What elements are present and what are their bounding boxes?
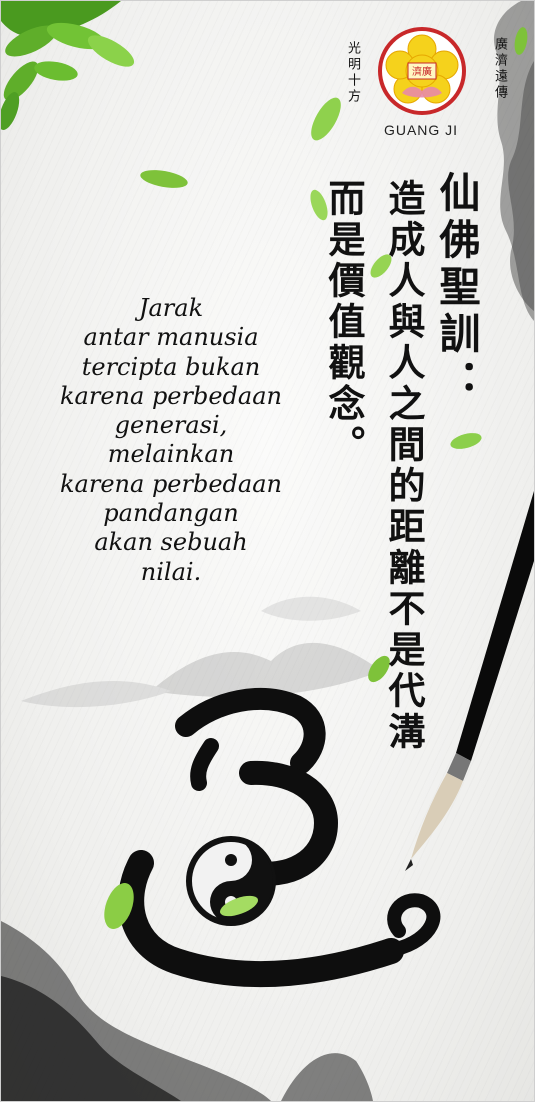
logo-right-text: 廣濟遠傳 — [492, 37, 507, 101]
logo-caption: GUANG JI — [383, 122, 459, 138]
quote-line: karena perbedaan — [60, 381, 282, 410]
quote-line: nilai. — [140, 557, 202, 586]
logo-badge-text: 濟廣 — [412, 65, 432, 78]
quote-line: Jarak — [138, 294, 204, 322]
ink-smoke-top-right — [493, 1, 534, 321]
chinese-column-2: 而是價值觀念。 — [322, 179, 366, 466]
guang-ji-logo-icon: 濟廣 — [378, 27, 466, 115]
quote-line: tercipta bukan — [81, 352, 261, 381]
ink-smoke-bottom-left — [1, 921, 373, 1101]
quote-line: karena perbedaan — [60, 469, 282, 498]
quote-line: generasi, — [114, 411, 228, 440]
chinese-column-1: 造成人與人之間的距離不是代溝 — [382, 179, 426, 753]
quote-line: pandangan — [103, 499, 239, 528]
leaf-cluster-top-left — [1, 1, 135, 130]
quote-line: melainkan — [107, 440, 235, 469]
scattered-leaves — [104, 27, 528, 929]
mountain-mist — [21, 596, 381, 708]
quote-line: antar manusia — [83, 323, 259, 352]
logo-left-text: 光明十方 — [345, 41, 360, 105]
quote-line: akan sebuah — [94, 528, 248, 557]
chinese-title: 仙佛聖訓： — [432, 171, 480, 406]
indonesian-quote: Jarak antar manusia tercipta bukan karen… — [21, 294, 321, 587]
calligraphy-brush — [405, 491, 534, 871]
